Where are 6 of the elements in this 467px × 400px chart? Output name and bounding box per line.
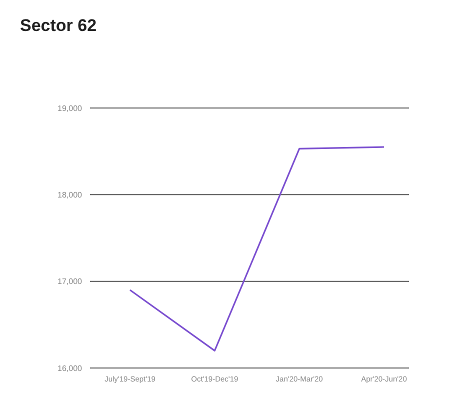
line-series xyxy=(129,146,385,352)
chart-title: Sector 62 xyxy=(19,15,98,37)
y-tick-label: 19,000 xyxy=(58,104,83,113)
y-tick-label: 17,000 xyxy=(58,277,83,286)
y-tick-label: 18,000 xyxy=(58,190,83,200)
y-tick-label: 16,000 xyxy=(58,364,83,373)
